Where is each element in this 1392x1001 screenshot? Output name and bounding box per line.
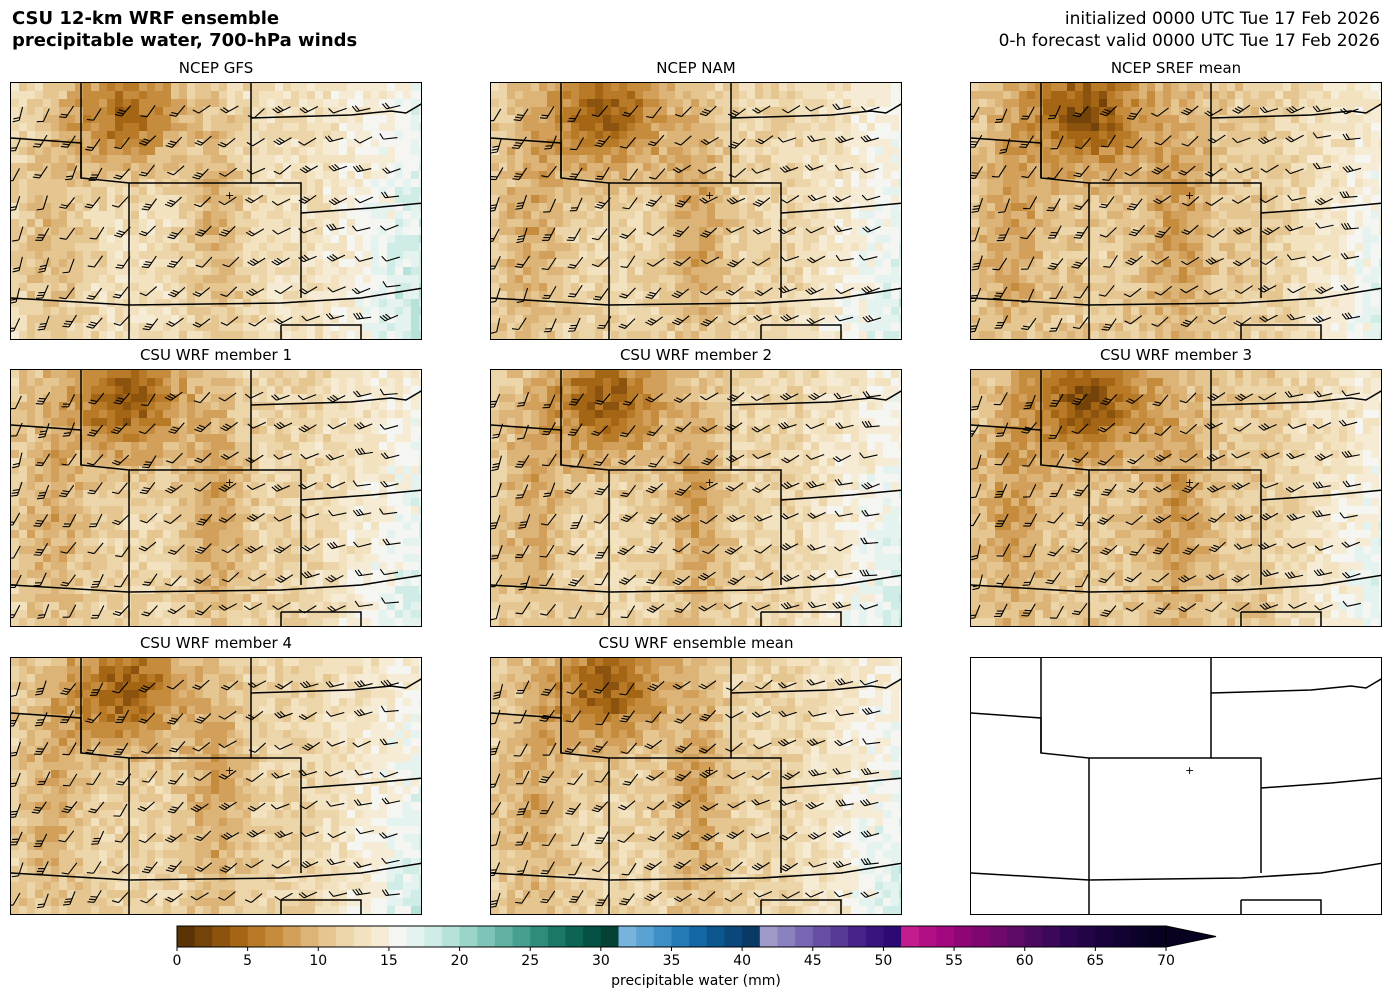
colorbar-segment	[954, 926, 973, 947]
init-time: initialized 0000 UTC Tue 17 Feb 2026	[1064, 9, 1380, 29]
map-panel-member-3: +	[970, 369, 1382, 627]
svg-text:+: +	[225, 189, 234, 202]
colorbar-segment	[600, 926, 620, 947]
panel-title-gfs: NCEP GFS	[178, 59, 254, 77]
colorbar-segment	[865, 926, 885, 947]
valid-time: 0-h forecast valid 0000 UTC Tue 17 Feb 2…	[998, 31, 1380, 51]
colorbar-segment	[177, 926, 196, 947]
colorbar-segment	[212, 926, 231, 947]
colorbar-segment	[812, 926, 832, 947]
colorbar-segment	[777, 926, 796, 947]
colorbar-segment	[1130, 926, 1149, 947]
colorbar-segment	[971, 926, 990, 947]
colorbar-segment	[194, 926, 213, 947]
colorbar-segment	[618, 926, 637, 947]
colorbar-segment	[477, 926, 496, 947]
colorbar-segment	[636, 926, 655, 947]
title-line-1: CSU 12-km WRF ensemble	[12, 8, 280, 29]
colorbar-segment	[371, 926, 390, 947]
colorbar-segment	[1042, 926, 1061, 947]
panel-title-sref: NCEP SREF mean	[1110, 59, 1242, 77]
colorbar-tick-label: 5	[243, 953, 252, 969]
panel-title-nam: NCEP NAM	[656, 59, 736, 77]
map-panel-member-2: +	[490, 369, 902, 627]
colorbar-segment	[901, 926, 920, 947]
colorbar-segment	[353, 926, 372, 947]
colorbar-tick-label: 0	[173, 953, 182, 969]
title-line-2: precipitable water, 700-hPa winds	[12, 30, 358, 51]
colorbar-segment	[936, 926, 955, 947]
colorbar-segment	[547, 926, 567, 947]
colorbar-segment	[1113, 926, 1132, 947]
colorbar-segment	[759, 926, 779, 947]
colorbar-tick-label: 10	[309, 953, 327, 969]
colorbar-segment	[565, 926, 584, 947]
colorbar-segment	[742, 926, 761, 947]
colorbar-segment	[530, 926, 549, 947]
colorbar-segment	[653, 926, 673, 947]
colorbar-segment	[1095, 926, 1114, 947]
colorbar-segment	[830, 926, 849, 947]
colorbar-segment	[512, 926, 531, 947]
figure-timestamp: initialized 0000 UTC Tue 17 Feb 2026 0-h…	[999, 8, 1380, 52]
colorbar-segment	[883, 926, 902, 947]
colorbar-segment	[848, 926, 867, 947]
colorbar-segment	[406, 926, 425, 947]
colorbar-tick-label: 25	[521, 953, 539, 969]
map-panel-sref: +	[970, 82, 1382, 340]
colorbar-tick-label: 55	[945, 953, 963, 969]
colorbar-segment	[1007, 926, 1026, 947]
colorbar-segment	[459, 926, 478, 947]
colorbar-segment	[300, 926, 319, 947]
panel-title-ensemble-mean: CSU WRF ensemble mean	[598, 634, 794, 652]
colorbar-segment	[1024, 926, 1043, 947]
panel-title-member-1: CSU WRF member 1	[139, 346, 293, 364]
colorbar-tick-label: 15	[380, 953, 398, 969]
map-panel-member-4: +	[10, 657, 422, 915]
colorbar-tick-label: 40	[733, 953, 751, 969]
colorbar-segment	[1148, 926, 1167, 947]
colorbar-tick-label: 30	[592, 953, 610, 969]
map-panel-gfs: +	[10, 82, 422, 340]
map-panel-ensemble-mean: +	[490, 657, 902, 915]
colorbar-segment	[247, 926, 266, 947]
colorbar-segment	[1060, 926, 1079, 947]
figure-title: CSU 12-km WRF ensemble precipitable wate…	[12, 8, 357, 52]
colorbar-segment	[265, 926, 284, 947]
colorbar-segment	[282, 926, 302, 947]
colorbar-segment	[671, 926, 690, 947]
colorbar-tick-label: 65	[1086, 953, 1104, 969]
colorbar-segment	[583, 926, 602, 947]
colorbar-segment	[229, 926, 249, 947]
colorbar-tick-label: 60	[1016, 953, 1034, 969]
colorbar-segment	[441, 926, 461, 947]
colorbar-label: precipitable water (mm)	[611, 973, 781, 989]
colorbar-tick-label: 35	[663, 953, 681, 969]
map-panel-member-1: +	[10, 369, 422, 627]
svg-text:+: +	[705, 189, 714, 202]
colorbar-tick-label: 20	[451, 953, 469, 969]
colorbar-tick-label: 45	[804, 953, 822, 969]
colorbar-segment	[689, 926, 708, 947]
colorbar-segment	[1077, 926, 1096, 947]
panel-title-member-3: CSU WRF member 3	[1099, 346, 1253, 364]
colorbar-segment	[706, 926, 726, 947]
colorbar-segment	[724, 926, 743, 947]
colorbar-segment	[918, 926, 938, 947]
colorbar-segment	[424, 926, 443, 947]
map-panel-blank: +	[970, 657, 1382, 915]
colorbar-segment	[795, 926, 814, 947]
colorbar-tick-label: 50	[875, 953, 893, 969]
colorbar-segment	[318, 926, 337, 947]
colorbar-segment	[388, 926, 408, 947]
colorbar-tick-label: 70	[1157, 953, 1175, 969]
colorbar-segment	[989, 926, 1008, 947]
colorbar-segment	[494, 926, 514, 947]
map-panel-nam: +	[490, 82, 902, 340]
panel-title-member-2: CSU WRF member 2	[619, 346, 773, 364]
colorbar-extend-max	[1165, 925, 1217, 948]
panel-title-member-4: CSU WRF member 4	[139, 634, 293, 652]
colorbar-segment	[335, 926, 355, 947]
